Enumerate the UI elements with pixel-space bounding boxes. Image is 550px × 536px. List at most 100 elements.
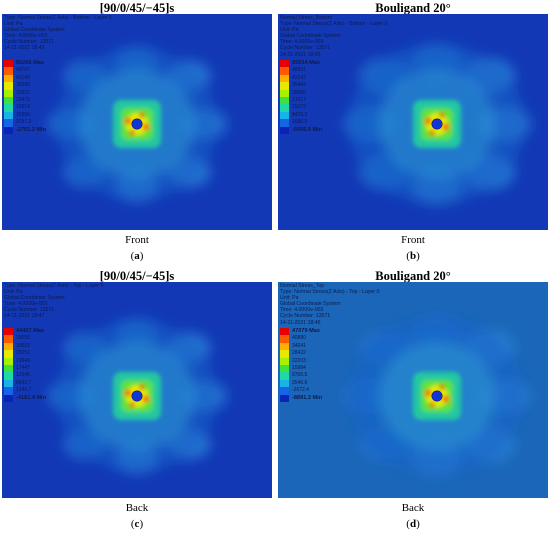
- legend-entry: 16914: [4, 104, 62, 112]
- legend-swatch: [4, 74, 13, 83]
- panel-c: [90/0/45/−45]s Type: Normal Stress(Z Axis…: [0, 268, 274, 536]
- plot-info-line: Unit: Pa: [4, 21, 23, 28]
- legend-swatch: [280, 126, 289, 134]
- legend-swatch: [4, 342, 13, 351]
- legend-swatch: [280, 372, 289, 380]
- legend-swatch: [280, 387, 289, 395]
- legend-entry: 47079 Max: [280, 328, 338, 336]
- legend-label: 42147: [292, 74, 306, 81]
- legend-label: 17447: [16, 364, 30, 371]
- panel-letter: (c): [130, 518, 144, 530]
- panel-letter-text: b: [409, 250, 417, 262]
- color-legend: 47079 Max 40880 34641 28422 22203 15984 9765.5…: [280, 328, 338, 402]
- legend-entry: 44457 Max: [4, 328, 62, 336]
- plot-info-line: Cycle Number: 13571: [280, 45, 331, 52]
- plot-info-line: Normal Stress_Bottom: [280, 15, 333, 21]
- legend-entry: 42147: [280, 74, 338, 83]
- plot-info-line: Normal Stress_Top: [280, 283, 325, 289]
- legend-label: -8891.3 Min: [292, 394, 323, 401]
- legend-swatch: [4, 104, 13, 112]
- legend-entry: 10356: [4, 111, 62, 120]
- plot-info-line: Global Coordinate System: [280, 33, 341, 40]
- legend-entry: 28422: [280, 350, 338, 358]
- panel-title: Bouligand 20°: [375, 269, 451, 283]
- legend-label: 47079 Max: [292, 328, 320, 334]
- legend-swatch: [280, 394, 289, 402]
- legend-entry: -2672.4: [280, 387, 338, 395]
- legend-swatch: [280, 357, 289, 365]
- legend-swatch: [280, 379, 289, 388]
- legend-label: 12045: [16, 372, 30, 379]
- panel-a: [90/0/45/−45]s Type: Normal Stress(Z Axis…: [0, 0, 274, 268]
- legend-label: 23473: [16, 96, 30, 103]
- legend-swatch: [280, 342, 289, 351]
- legend-swatch: [280, 335, 289, 343]
- legend-label: 56266 Max: [16, 60, 44, 66]
- stress-contour-plot: Normal Stress_Top Type: Normal Stress(Z A…: [278, 282, 548, 498]
- panel-letter: (d): [406, 518, 420, 530]
- panel-b: Bouligand 20° Normal Stress_Bottom Type: N…: [276, 0, 550, 268]
- legend-entry: 30032: [4, 89, 62, 97]
- legend-label: 30032: [16, 89, 30, 96]
- legend-swatch: [4, 387, 13, 395]
- plot-info-line: 14-11-2021 18:45: [280, 51, 321, 58]
- legend-label: 44457 Max: [16, 328, 44, 334]
- panel-d: Bouligand 20° Normal Stress_Top Type: Norm…: [276, 268, 550, 536]
- legend-entry: 15173: [280, 104, 338, 112]
- plot-info-line: 14-11-2021 18:43: [4, 45, 45, 52]
- panel-letter: (b): [406, 250, 420, 262]
- legend-entry: 17447: [4, 364, 62, 373]
- legend-label: -2672.4: [292, 387, 309, 394]
- legend-swatch: [4, 67, 13, 75]
- legend-swatch: [4, 96, 13, 105]
- legend-entry: 28251: [4, 350, 62, 358]
- legend-entry: 28660: [280, 89, 338, 97]
- legend-entry: 23473: [4, 96, 62, 105]
- legend-swatch: [280, 350, 289, 358]
- legend-label: 22203: [292, 357, 306, 364]
- legend-entry: 39055: [4, 335, 62, 343]
- legend-swatch: [4, 119, 13, 127]
- legend-swatch: [4, 82, 13, 90]
- plot-info-line: Global Coordinate System: [4, 27, 65, 34]
- legend-swatch: [280, 111, 289, 120]
- legend-entry: 3546.6: [280, 379, 338, 388]
- plot-info-line: Global Coordinate System: [4, 295, 65, 302]
- legend-swatch: [4, 357, 13, 365]
- stress-contour-plot: Normal Stress_Bottom Type: Normal Stress(…: [278, 14, 548, 230]
- plot-info: Normal Stress_Bottom Type: Normal Stress(…: [280, 15, 388, 58]
- panel-title: [90/0/45/−45]s: [99, 269, 175, 283]
- plot-info-line: Type: Normal Stress(Z Axis) - Bottom - L…: [280, 21, 388, 28]
- plot-info-line: Time: 4.0000e-003: [280, 39, 324, 46]
- legend-entry: 34641: [280, 342, 338, 351]
- legend-entry: 21917: [280, 96, 338, 105]
- legend-entry: 3797.3: [4, 119, 62, 127]
- legend-label: 8429.9: [292, 111, 308, 118]
- legend-label: 28660: [292, 89, 306, 96]
- legend-label: 6642.7: [16, 379, 32, 386]
- legend-label: -2761.2 Min: [16, 126, 47, 133]
- legend-swatch: [280, 119, 289, 127]
- legend-label: 3797.3: [16, 119, 32, 126]
- legend-label: 28251: [16, 350, 30, 357]
- legend-label: 1686.5: [292, 119, 308, 126]
- legend-label: 1240.7: [16, 387, 32, 394]
- plot-info-line: Unit: Pa: [280, 27, 299, 34]
- stress-contour-plot: Type: Normal Stress(Z Axis) - Bottom - L…: [2, 14, 272, 230]
- legend-label: 34641: [292, 342, 306, 349]
- legend-swatch: [4, 379, 13, 388]
- legend-label: 3546.6: [292, 379, 308, 386]
- legend-swatch: [4, 350, 13, 358]
- legend-swatch: [280, 96, 289, 105]
- plot-info-line: Cycle Number: 13571: [280, 313, 331, 320]
- legend-entry: -8891.3 Min: [280, 394, 338, 402]
- legend-label: 9765.5: [292, 372, 308, 379]
- legend-swatch: [4, 111, 13, 120]
- panel-letter-text: d: [409, 518, 417, 530]
- plot-info-line: Time: 4.0000e-003: [4, 301, 48, 308]
- panel-title: Bouligand 20°: [375, 1, 451, 15]
- legend-label: -5056.9 Min: [292, 126, 323, 133]
- legend-label: 40880: [292, 335, 306, 342]
- legend-entry: 56266 Max: [4, 60, 62, 68]
- legend-swatch: [4, 372, 13, 380]
